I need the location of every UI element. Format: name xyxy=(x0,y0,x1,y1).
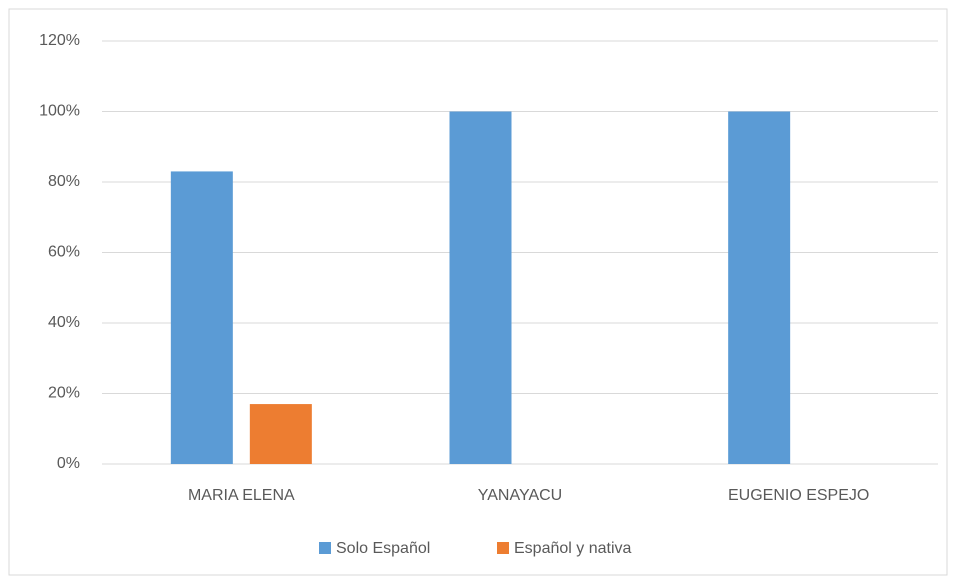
bar xyxy=(728,111,791,464)
bar xyxy=(249,404,312,464)
y-tick-label: 80% xyxy=(48,173,80,190)
y-tick-label: 40% xyxy=(48,314,80,331)
y-tick-label: 120% xyxy=(39,32,80,49)
y-tick-label: 20% xyxy=(48,385,80,402)
y-tick-label: 100% xyxy=(39,103,80,120)
legend-swatch xyxy=(319,542,331,554)
y-tick-label: 0% xyxy=(57,455,80,472)
legend-swatch xyxy=(497,542,509,554)
legend-label: Español y nativa xyxy=(514,540,632,557)
x-tick-label: MARIA ELENA xyxy=(188,487,295,504)
y-tick-label: 60% xyxy=(48,244,80,261)
x-tick-label: YANAYACU xyxy=(478,487,562,504)
x-tick-label: EUGENIO ESPEJO xyxy=(728,487,869,504)
legend-label: Solo Español xyxy=(336,540,430,557)
bar xyxy=(449,111,512,464)
bar xyxy=(170,171,233,465)
